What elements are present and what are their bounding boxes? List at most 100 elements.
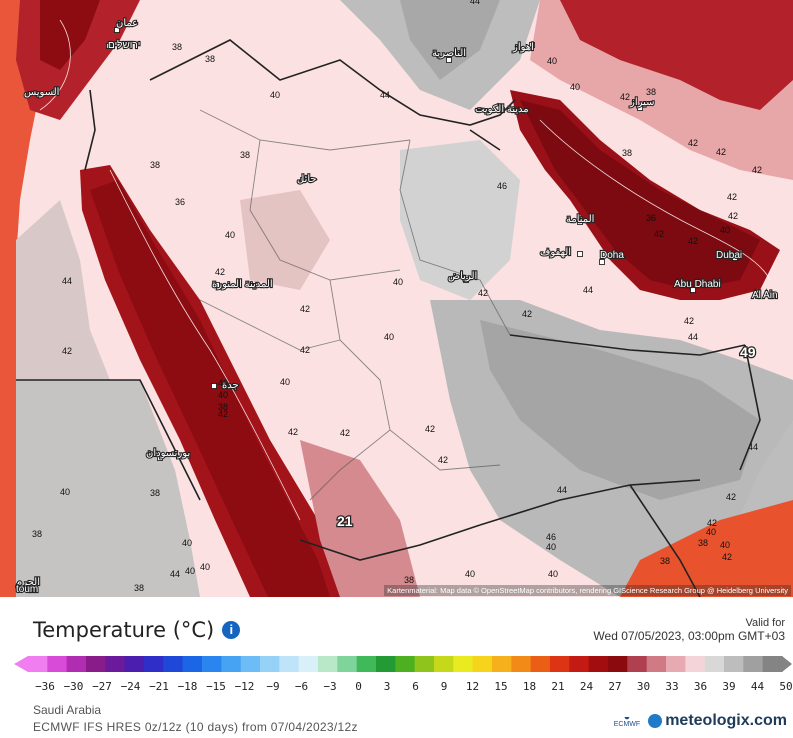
temperature-values: 3838403838364240424244444640424042424040… [32,0,762,593]
globe-icon [648,714,663,728]
scale-segment [627,656,648,672]
scale-segment [221,656,242,672]
temperature-value-label: 38 [218,402,228,412]
scale-segment [588,656,609,672]
map-attribution[interactable]: Kartenmaterial: Map data © OpenStreetMap… [384,585,791,596]
scale-tick-label: −21 [149,680,169,693]
scale-segment [86,656,106,672]
scale-segment [511,656,532,672]
temperature-value-label: 38 [172,42,182,52]
temperature-value-label: 38 [622,148,632,158]
admin-line-3 [399,139,511,336]
city-label[interactable]: عمان [115,17,139,30]
temperature-value-label: 42 [218,409,228,419]
border-oman [739,344,761,471]
color-scale-ticks: −36 −30 −27 −24 −21 −18 −15 −12 −9 −6 −3 0 3 6 9 12 15 18… [0,680,793,696]
rub-al-khali-core [480,320,760,500]
brand-block[interactable]: ◒ ECMWF meteologix.com [614,712,787,730]
city-marker [599,259,605,265]
city-marker [732,255,738,261]
temperature-value-label: 40 [570,82,580,92]
temperature-value-label: 46 [497,181,507,191]
temperature-value-label: 40 [60,487,70,497]
scale-tick-label: 3 [383,680,391,693]
isotherm-3 [39,19,71,111]
scale-tick-label: 50 [779,680,793,693]
scale-segment [530,656,551,672]
scale-tick-label: 36 [693,680,708,693]
city-label[interactable]: Doha [599,249,626,262]
city-label[interactable]: بورتسودان [145,447,191,460]
region-label: Saudi Arabia [33,703,102,717]
temperature-value-label: 44 [62,276,72,286]
city-label[interactable]: سيراز [628,96,656,109]
city-label[interactable]: جدة [221,379,240,392]
temperature-value-label: 38 [150,160,160,170]
scale-segment [356,656,377,672]
city-label[interactable]: Dubai [715,249,743,262]
ecmwf-logo-text: ECMWF [613,721,641,728]
temperature-value-label: 40 [218,390,228,400]
city-label[interactable]: ירושלים [107,38,142,52]
scale-segment [704,656,725,672]
valid-time: Wed 07/05/2023, 03:00pm GMT+03 [593,629,785,643]
city-label[interactable]: Abu Dhabi [673,278,722,291]
city-label[interactable]: السويس [23,86,61,99]
temperature-value-label: 42 [620,92,630,102]
city-label[interactable]: toum [15,583,39,596]
scale-segment [318,656,338,672]
city-marker [114,27,120,33]
city-label[interactable]: Al Ain [751,289,779,302]
city-label[interactable]: حائل [296,173,318,186]
temperature-value-label: 40 [706,527,716,537]
temperature-value-label: 44 [583,285,593,295]
city-marker [214,282,220,288]
temperature-value-label: 44 [380,90,390,100]
scale-tick-label: 30 [636,680,651,693]
scale-tick-label: 0 [355,680,362,693]
scale-tick-label: −12 [234,680,255,693]
city-label[interactable]: الحرم [15,576,41,589]
admin-line-6 [309,429,391,501]
scale-tick-label: 9 [440,680,448,693]
meteologix-logo[interactable]: meteologix.com [648,712,787,730]
scale-tick-label: −36 [35,680,55,693]
city-marker [157,455,163,461]
temperature-value-label: 42 [654,229,664,239]
admin-line-4 [329,279,501,471]
red-sea-core [90,180,330,597]
scale-segment [279,656,300,672]
temperature-value-label: 44 [170,569,180,579]
scale-tick-label: 33 [665,680,679,693]
temperature-map[interactable]: 38 38 40 38 38 36 42 40 42 42 44 44 46 40 42 40 42 42 40 40… [0,0,793,597]
temperature-value-label: 42 [726,492,736,502]
city-label[interactable]: اهواز [511,41,535,54]
persian-gulf-core [520,100,760,290]
scale-segment [395,656,416,672]
scale-tick-label: 27 [608,680,622,693]
city-label[interactable]: المدينة المنورة [211,278,274,291]
map-canvas: 3838403838364240424244444640424042424040… [0,0,793,597]
city-label[interactable]: الهفوف [539,246,572,259]
temperature-value-label: 36 [646,213,656,223]
temperature-value-label: 36 [175,197,185,207]
city-label[interactable]: الناصرية [431,47,467,60]
temperature-value-label: 38 [698,538,708,548]
temperature-value-label: 40 [185,566,195,576]
iraq-core [400,0,500,80]
country-borders [16,39,761,597]
temperature-value-label: 40 [393,277,403,287]
temperature-value-label: 40 [720,540,730,550]
scale-segment [685,656,706,672]
temperature-value-label: 42 [688,138,698,148]
temperature-value-label: 46 [546,532,556,542]
city-label[interactable]: الرياض [447,270,478,283]
city-label[interactable]: مدينة الكويت [474,103,530,116]
isotherm-2 [539,119,771,281]
info-icon[interactable]: i [222,621,241,639]
scale-segment [376,656,396,672]
temperature-value-label: 38 [32,529,42,539]
city-label[interactable]: المنامة [565,213,596,226]
scale-segment [569,656,590,672]
temperature-value-label: 42 [688,236,698,246]
